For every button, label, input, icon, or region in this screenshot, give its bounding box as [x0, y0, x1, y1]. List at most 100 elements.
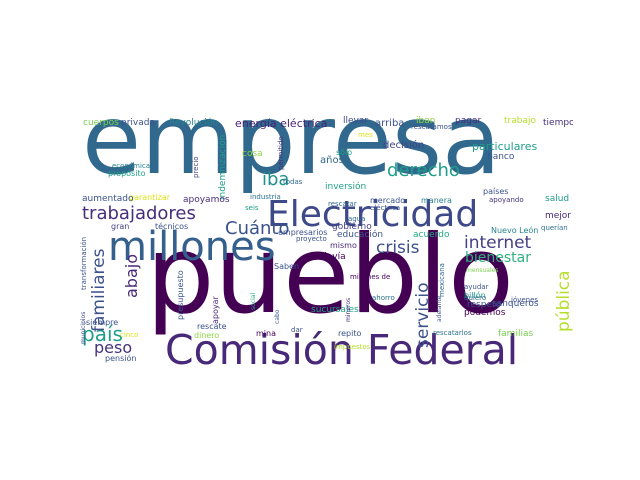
word-cloud-word: cinco	[120, 331, 139, 339]
word-cloud-word: peso	[94, 338, 133, 357]
word-cloud-word: energía eléctrica	[235, 117, 328, 130]
word-cloud-word: trabajo	[504, 116, 536, 126]
word-cloud-word: pública	[554, 270, 573, 332]
word-cloud-word: pagar	[455, 116, 482, 126]
word-cloud-word: tiempo	[543, 118, 573, 128]
word-cloud-word: técnicos	[155, 222, 189, 231]
word-cloud-word: social	[250, 292, 257, 310]
word-cloud-word: millones de	[350, 273, 391, 281]
word-cloud-word: podemos	[464, 308, 506, 318]
word-cloud-word: seis	[245, 204, 259, 212]
word-cloud-word: arriba	[375, 118, 405, 129]
word-cloud-word: familias	[498, 329, 534, 339]
word-cloud-word: adelante	[436, 295, 443, 322]
word-cloud-word: país	[82, 322, 123, 346]
word-cloud-word: mercado	[370, 196, 406, 205]
word-cloud-word: ayudar	[464, 283, 489, 291]
word-cloud-word: pensión	[105, 354, 137, 363]
word-cloud-word: dinero	[194, 331, 220, 340]
word-cloud-word: iban	[416, 116, 436, 126]
word-cloud-word: cuerpos	[83, 118, 119, 128]
word-cloud-word: millones	[108, 224, 276, 270]
word-cloud-word: mina	[256, 329, 276, 338]
word-cloud-word: Revolución	[169, 118, 219, 128]
word-cloud-word: siempre	[86, 318, 119, 327]
word-cloud-word: mejor	[545, 211, 572, 221]
word-cloud-word: mexicana	[438, 263, 446, 297]
word-cloud-word: sanqueros	[492, 299, 539, 309]
word-cloud-word: rescatamos	[411, 123, 452, 131]
word-cloud-word: gran	[111, 222, 130, 231]
word-cloud-word: servicio	[413, 282, 433, 348]
word-cloud-word: derecho	[387, 160, 460, 181]
word-cloud-word: respeto	[467, 300, 502, 310]
word-cloud-word: trabajadores	[82, 203, 196, 224]
word-cloud-word: educación	[337, 230, 384, 240]
word-cloud-word: ahorro	[372, 294, 395, 302]
word-cloud-word: industria	[250, 193, 281, 201]
word-cloud-word: jóvenes	[511, 296, 539, 304]
word-cloud-word: cosa	[242, 149, 263, 159]
word-cloud-word: crisis	[376, 238, 420, 258]
word-cloud-word: todas	[283, 178, 303, 186]
word-cloud-word: mensuales	[466, 267, 499, 274]
word-cloud-word: acuerdo	[413, 230, 450, 240]
word-cloud-word: Comisión Federal	[165, 326, 519, 371]
word-cloud-word: apoyando	[489, 196, 524, 204]
word-cloud-word: Cuánto	[225, 218, 290, 239]
word-cloud-word: presupuesto	[176, 270, 185, 320]
word-cloud-word: dar	[291, 326, 303, 334]
word-cloud-word: empresarios	[278, 228, 328, 237]
word-cloud-word: sucursales	[311, 305, 359, 315]
word-cloud-word: transformación	[80, 236, 88, 290]
word-cloud-word: salud	[545, 194, 570, 204]
word-cloud-word: propósito	[108, 169, 146, 178]
word-cloud-word: querían	[541, 224, 568, 232]
word-cloud-word: municipios	[80, 311, 87, 344]
word-cloud-word: años	[320, 155, 344, 166]
word-cloud-word: mes	[358, 131, 373, 139]
word-cloud-word: rescate	[197, 322, 227, 331]
word-cloud-word: billón	[464, 291, 486, 300]
word-cloud-word: permitido	[277, 136, 285, 170]
word-cloud-word: Saben	[274, 262, 300, 271]
word-cloud-word: repito	[338, 329, 362, 338]
word-cloud-word: decisión	[383, 140, 425, 151]
word-cloud-word: indemnización	[218, 134, 228, 200]
word-cloud-word: gobierno	[332, 222, 372, 232]
word-cloud-word: mismo	[330, 241, 357, 250]
word-cloud-word: bienestar	[465, 250, 531, 266]
word-cloud-word: internet	[464, 233, 532, 253]
word-cloud-word: banco	[487, 152, 515, 162]
word-cloud: empresa pueblo Comisión Federal Electric…	[80, 112, 573, 370]
word-cloud-word: proyecto	[296, 235, 327, 243]
word-cloud-word: Electricidad	[267, 194, 479, 235]
word-cloud-word: aumentado	[82, 194, 134, 204]
word-cloud-word: agua	[348, 215, 366, 223]
word-cloud-word: impuestos	[334, 343, 371, 351]
word-cloud-word: abajo	[122, 254, 141, 298]
word-cloud-word: llevar	[343, 116, 369, 126]
word-cloud-word: mineros	[345, 297, 352, 322]
word-cloud-word: manera	[421, 196, 452, 205]
word-cloud-word: apoyar	[211, 296, 220, 324]
word-cloud-word: quiero	[464, 294, 487, 302]
word-cloud-word: países	[483, 187, 509, 196]
word-cloud-word: particulares	[472, 140, 538, 153]
word-cloud-word: económica	[112, 162, 151, 170]
word-cloud-word: cabo	[274, 309, 281, 324]
word-cloud-word: garantizar	[129, 193, 170, 202]
word-cloud-word: Nuevo León	[491, 226, 539, 235]
word-cloud-word: eléctrica	[370, 204, 401, 212]
word-cloud-word: privada	[121, 118, 155, 128]
word-cloud-word: apoyamos	[183, 195, 230, 205]
word-cloud-word: precio	[192, 156, 200, 178]
word-cloud-word: rescatar	[328, 200, 357, 208]
word-cloud-word: rescatarlos	[433, 329, 472, 337]
word-cloud-word: sólo	[336, 148, 353, 157]
word-cloud-word: iba	[262, 169, 290, 190]
word-cloud-word: inversión	[325, 182, 367, 192]
word-cloud-word: empresa	[82, 112, 501, 196]
word-cloud-word: pueblo	[146, 213, 515, 338]
word-cloud-word: todavía	[312, 252, 346, 262]
